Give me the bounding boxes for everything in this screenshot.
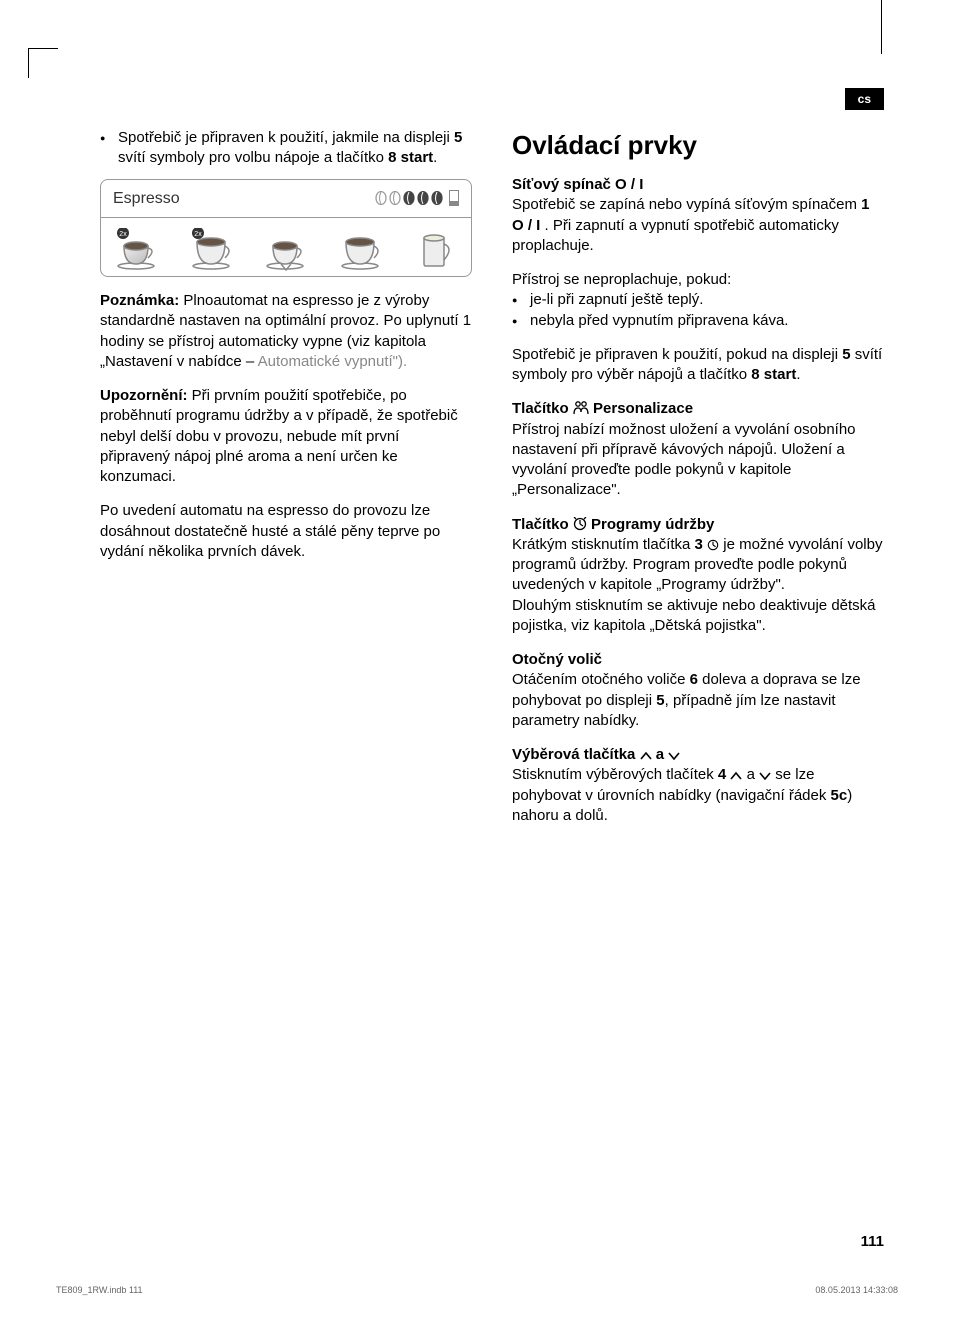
- bullet-list: je-li při zapnutí ještě teplý. nebyla př…: [512, 290, 884, 331]
- section-title: Ovládací prvky: [512, 128, 884, 163]
- drink-icon: 2x: [188, 228, 236, 270]
- drink-icon: [337, 228, 385, 270]
- paragraph: Dlouhým stisknutím se aktivuje nebo deak…: [512, 596, 884, 637]
- subheading: Otočný volič: [512, 650, 884, 670]
- page-content: Spotřebič je připraven k použití, jakmil…: [100, 128, 884, 826]
- text: Spotřebič se zapíná nebo vypíná síťovým …: [512, 196, 861, 213]
- list-item: nebyla před vypnutím připravena káva.: [512, 311, 884, 331]
- text: a: [652, 746, 669, 763]
- ref-num: 5: [454, 129, 462, 146]
- paragraph: Spotřebič se zapíná nebo vypíná síťovým …: [512, 195, 884, 256]
- service-icon: [707, 539, 719, 551]
- ref-num: 4: [718, 766, 726, 783]
- text: Krátkým stisknutím tlačítka: [512, 536, 695, 553]
- bean-icon: [403, 191, 415, 205]
- subheading: Výběrová tlačítka a: [512, 745, 884, 765]
- text: Stisknutím výběrových tlačítek: [512, 766, 718, 783]
- svg-text:2x: 2x: [119, 231, 127, 238]
- text: Tlačítko: [512, 516, 573, 533]
- note-paragraph: Poznámka: Plnoautomat na espresso je z v…: [100, 291, 472, 372]
- list-item: Spotřebič je připraven k použití, jakmil…: [100, 128, 472, 169]
- text: Spotřebič je připraven k použití, jakmil…: [118, 129, 454, 146]
- label: Upozornění:: [100, 387, 188, 404]
- text: Programy údržby: [587, 516, 715, 533]
- ref-num: 5: [842, 346, 850, 363]
- chevron-up-icon: [730, 771, 742, 781]
- footer-timestamp: 08.05.2013 14:33:08: [815, 1284, 898, 1296]
- text: Spotřebič je připraven k použití, pokud …: [512, 346, 842, 363]
- paragraph: Krátkým stisknutím tlačítka 3 je možné v…: [512, 535, 884, 596]
- chevron-down-icon: [759, 771, 771, 781]
- crop-mark: [881, 0, 882, 54]
- paragraph: Po uvedení automatu na espresso do provo…: [100, 501, 472, 562]
- display-drink-row: 2x 2x: [100, 217, 472, 277]
- drink-icon: [411, 228, 459, 270]
- bean-icon: [431, 191, 443, 205]
- ref-num: 5: [656, 692, 664, 709]
- label: Poznámka:: [100, 292, 179, 309]
- chevron-down-icon: [668, 751, 680, 761]
- strength-icons: [375, 190, 459, 206]
- warning-paragraph: Upozornění: Při prvním použití spotřebič…: [100, 386, 472, 487]
- paragraph: Spotřebič je připraven k použití, pokud …: [512, 345, 884, 386]
- ref-num: 6: [690, 671, 698, 688]
- ref-num: 8 start: [388, 149, 433, 166]
- bean-icon: [417, 191, 429, 205]
- tank-icon: [449, 190, 459, 206]
- left-column: Spotřebič je připraven k použití, jakmil…: [100, 128, 472, 826]
- subheading: Tlačítko Programy údržby: [512, 515, 884, 535]
- subheading: Síťový spínač O / I: [512, 175, 884, 195]
- service-icon: [573, 517, 587, 531]
- paragraph: Stisknutím výběrových tlačítek 4 a se lz…: [512, 765, 884, 826]
- svg-text:2x: 2x: [194, 231, 202, 238]
- drink-icon: 2x: [113, 228, 161, 270]
- ref-num: 8 start: [751, 366, 796, 383]
- ref-num: 3: [695, 536, 703, 553]
- bean-icon: [389, 191, 401, 205]
- text: .: [433, 149, 437, 166]
- paragraph: Otáčením otočného voliče 6 doleva a dopr…: [512, 670, 884, 731]
- footer-filename: TE809_1RW.indb 111: [56, 1284, 143, 1296]
- page-number: 111: [861, 1232, 884, 1252]
- text: Tlačítko: [512, 400, 573, 417]
- crop-mark: [28, 48, 58, 78]
- ref-num: 5c: [831, 787, 848, 804]
- text: Výběrová tlačítka: [512, 746, 640, 763]
- right-column: Ovládací prvky Síťový spínač O / I Spotř…: [512, 128, 884, 826]
- intro-list: Spotřebič je připraven k použití, jakmil…: [100, 128, 472, 169]
- language-badge: cs: [845, 88, 884, 110]
- paragraph: Přístroj nabízí možnost uložení a vyvolá…: [512, 420, 884, 501]
- paragraph: Přístroj se neproplachuje, pokud:: [512, 270, 884, 290]
- text: a: [742, 766, 759, 783]
- text: .: [796, 366, 800, 383]
- chevron-down-icon: [279, 262, 293, 272]
- display-illustration: Espresso 2x 2x: [100, 179, 472, 278]
- list-item: je-li při zapnutí ještě teplý.: [512, 290, 884, 310]
- text: Otáčením otočného voliče: [512, 671, 690, 688]
- text: . Při zapnutí a vypnutí spotřebič automa…: [512, 217, 839, 254]
- personalize-icon: [573, 401, 589, 415]
- text: Personalizace: [589, 400, 693, 417]
- bean-icon: [375, 191, 387, 205]
- display-label: Espresso: [113, 188, 180, 210]
- subheading: Tlačítko Personalizace: [512, 399, 884, 419]
- display-header: Espresso: [100, 179, 472, 218]
- text: svítí symboly pro volbu nápoje a tlačítk…: [118, 149, 388, 166]
- text-gray: Automatické vypnutí").: [258, 353, 408, 370]
- chevron-up-icon: [640, 751, 652, 761]
